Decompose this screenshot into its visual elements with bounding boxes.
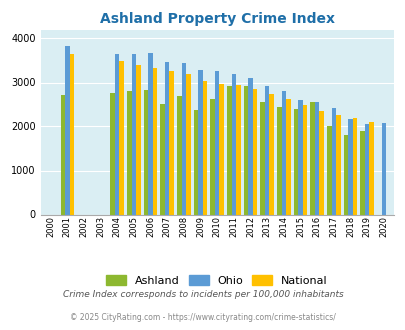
Text: © 2025 CityRating.com - https://www.cityrating.com/crime-statistics/: © 2025 CityRating.com - https://www.city… xyxy=(70,313,335,322)
Bar xyxy=(286,99,290,214)
Bar xyxy=(160,104,164,214)
Bar xyxy=(310,102,314,214)
Bar xyxy=(181,63,185,214)
Bar xyxy=(269,94,273,214)
Bar xyxy=(231,74,236,215)
Bar xyxy=(364,124,369,214)
Bar xyxy=(143,90,148,214)
Bar xyxy=(164,62,169,214)
Bar xyxy=(198,70,202,214)
Bar xyxy=(352,118,356,214)
Bar xyxy=(319,111,323,214)
Bar xyxy=(293,109,298,214)
Bar xyxy=(65,46,69,214)
Bar xyxy=(214,72,219,214)
Bar xyxy=(335,115,340,214)
Legend: Ashland, Ohio, National: Ashland, Ohio, National xyxy=(106,276,327,286)
Bar xyxy=(343,135,347,214)
Bar xyxy=(131,54,136,214)
Text: Crime Index corresponds to incidents per 100,000 inhabitants: Crime Index corresponds to incidents per… xyxy=(62,290,343,299)
Bar xyxy=(177,96,181,214)
Bar xyxy=(236,85,240,214)
Bar xyxy=(210,99,214,214)
Bar xyxy=(331,108,335,214)
Bar xyxy=(277,107,281,214)
Bar xyxy=(110,93,115,214)
Bar xyxy=(127,91,131,214)
Bar xyxy=(360,131,364,214)
Bar xyxy=(202,81,207,214)
Bar xyxy=(193,110,198,214)
Bar xyxy=(347,119,352,214)
Bar xyxy=(69,54,74,214)
Bar xyxy=(60,95,65,214)
Bar xyxy=(152,68,157,214)
Bar xyxy=(281,91,286,214)
Title: Ashland Property Crime Index: Ashland Property Crime Index xyxy=(100,12,334,26)
Bar xyxy=(169,71,174,215)
Bar xyxy=(298,100,302,214)
Bar xyxy=(115,54,119,214)
Bar xyxy=(302,105,307,214)
Bar xyxy=(226,86,231,214)
Bar xyxy=(264,85,269,214)
Bar xyxy=(219,84,224,214)
Bar xyxy=(148,53,152,214)
Bar xyxy=(381,123,385,214)
Bar xyxy=(260,102,264,214)
Bar xyxy=(248,78,252,214)
Bar xyxy=(369,122,373,214)
Bar xyxy=(119,61,124,214)
Bar xyxy=(136,65,140,214)
Bar xyxy=(326,126,331,214)
Bar xyxy=(243,85,248,214)
Bar xyxy=(185,74,190,215)
Bar xyxy=(314,102,319,214)
Bar xyxy=(252,89,257,214)
